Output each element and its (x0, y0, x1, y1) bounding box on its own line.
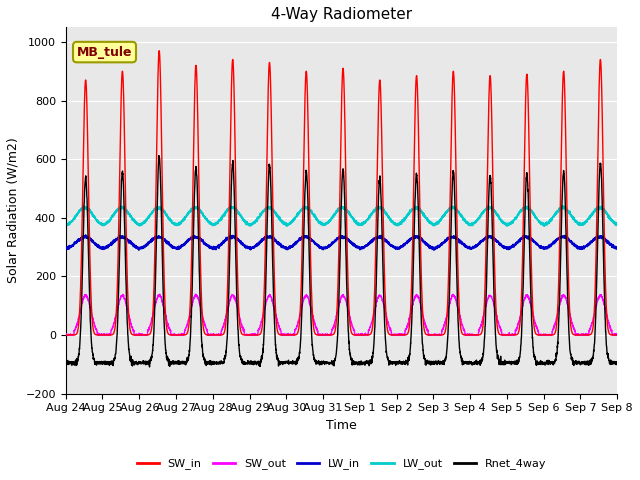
Rnet_4way (396, 360, 403, 365)
Line: LW_out: LW_out (66, 206, 617, 226)
LW_in (135, 247, 143, 253)
Rnet_4way (180, 360, 188, 365)
Legend: SW_in, SW_out, LW_in, LW_out, Rnet_4way: SW_in, SW_out, LW_in, LW_out, Rnet_4way (132, 454, 551, 474)
SW_out (62, 332, 70, 337)
LW_out (216, 217, 224, 223)
LW_out (561, 205, 569, 211)
Line: SW_out: SW_out (66, 294, 617, 335)
SW_out (180, 332, 188, 337)
LW_out (79, 203, 87, 209)
Rnet_4way (155, 153, 163, 158)
SW_in (156, 48, 163, 54)
LW_in (180, 242, 188, 248)
Text: MB_tule: MB_tule (77, 46, 132, 59)
LW_out (62, 222, 70, 228)
LW_in (613, 245, 621, 251)
LW_out (180, 217, 188, 223)
LW_in (396, 245, 403, 251)
Y-axis label: Solar Radiation (W/m2): Solar Radiation (W/m2) (7, 138, 20, 283)
LW_out (396, 221, 403, 227)
Rnet_4way (62, 359, 70, 364)
Line: SW_in: SW_in (66, 51, 617, 335)
SW_in (180, 332, 188, 338)
LW_out (613, 220, 621, 226)
SW_out (613, 332, 621, 338)
SW_out (62, 332, 70, 338)
SW_out (405, 317, 413, 323)
Rnet_4way (216, 360, 224, 366)
LW_out (613, 222, 621, 228)
X-axis label: Time: Time (326, 419, 357, 432)
SW_in (613, 332, 621, 338)
LW_in (62, 245, 70, 251)
Line: LW_in: LW_in (66, 235, 617, 250)
LW_in (82, 232, 90, 238)
Title: 4-Way Radiometer: 4-Way Radiometer (271, 7, 412, 22)
SW_out (396, 331, 403, 336)
LW_in (216, 243, 224, 249)
LW_in (613, 244, 621, 250)
SW_in (62, 332, 70, 338)
SW_out (561, 293, 569, 299)
Line: Rnet_4way: Rnet_4way (66, 156, 617, 367)
SW_in (613, 332, 621, 338)
LW_in (561, 233, 569, 239)
Rnet_4way (146, 364, 154, 370)
SW_out (613, 332, 621, 337)
SW_in (216, 332, 224, 338)
Rnet_4way (561, 192, 569, 197)
LW_out (540, 223, 548, 229)
SW_in (396, 332, 403, 338)
SW_in (561, 93, 569, 99)
LW_in (405, 238, 413, 243)
Rnet_4way (405, 355, 413, 360)
Rnet_4way (613, 360, 621, 366)
SW_out (216, 332, 224, 337)
LW_out (405, 210, 413, 216)
SW_in (405, 326, 413, 332)
Rnet_4way (613, 360, 621, 365)
SW_out (191, 291, 199, 297)
